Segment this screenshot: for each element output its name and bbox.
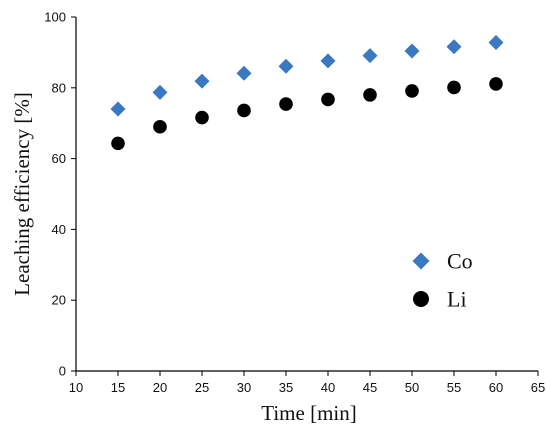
legend-label: Co <box>447 249 473 274</box>
x-tick-label: 45 <box>363 380 377 395</box>
li-point <box>153 119 167 134</box>
series-co <box>110 34 504 117</box>
y-axis-title: Leaching efficiency [%] <box>10 92 34 296</box>
series-li <box>111 77 503 151</box>
li-point <box>405 84 419 98</box>
x-tick-label: 20 <box>153 380 167 395</box>
li-point <box>195 110 209 125</box>
co-point <box>152 84 168 100</box>
li-point <box>111 136 125 151</box>
x-tick-label: 15 <box>111 380 125 395</box>
legend-co-marker <box>412 252 430 270</box>
y-tick-label: 80 <box>52 80 66 95</box>
co-point <box>362 48 378 64</box>
x-axis-title: Time [min] <box>261 401 356 425</box>
series-layer <box>110 34 504 151</box>
plot-frame <box>75 17 538 372</box>
x-tick-label: 50 <box>405 380 419 395</box>
y-axis: 0 20 40 60 80 100 <box>44 10 76 379</box>
x-tick-label: 25 <box>195 380 209 395</box>
y-tick-label: 40 <box>52 222 66 237</box>
li-point <box>447 80 461 95</box>
legend-item: Li <box>413 287 467 312</box>
y-tick-label: 0 <box>59 364 66 379</box>
li-point <box>363 88 377 102</box>
li-point <box>489 77 503 91</box>
legend-item: Co <box>412 249 473 274</box>
x-axis: 10 15 20 25 30 35 40 45 50 55 60 65 <box>69 371 545 395</box>
legend-label: Li <box>447 287 467 312</box>
legend-li-marker <box>413 291 429 307</box>
co-point <box>194 73 210 89</box>
li-point <box>321 92 335 107</box>
x-tick-label: 40 <box>321 380 335 395</box>
x-tick-label: 60 <box>489 380 503 395</box>
x-tick-label: 55 <box>447 380 461 395</box>
li-point <box>237 103 251 118</box>
li-point <box>279 97 293 111</box>
y-tick-label: 100 <box>44 10 66 25</box>
co-point <box>320 53 336 69</box>
co-point <box>488 34 504 50</box>
co-point <box>236 65 252 81</box>
co-point <box>404 43 420 59</box>
x-tick-label: 35 <box>279 380 293 395</box>
y-tick-label: 20 <box>52 293 66 308</box>
x-tick-label: 30 <box>237 380 251 395</box>
x-tick-label: 10 <box>69 380 83 395</box>
y-tick-label: 60 <box>52 151 66 166</box>
co-point <box>446 39 462 55</box>
co-point <box>110 101 126 117</box>
x-tick-label: 65 <box>531 380 545 395</box>
co-point <box>278 58 294 74</box>
legend: Co Li <box>412 249 473 312</box>
